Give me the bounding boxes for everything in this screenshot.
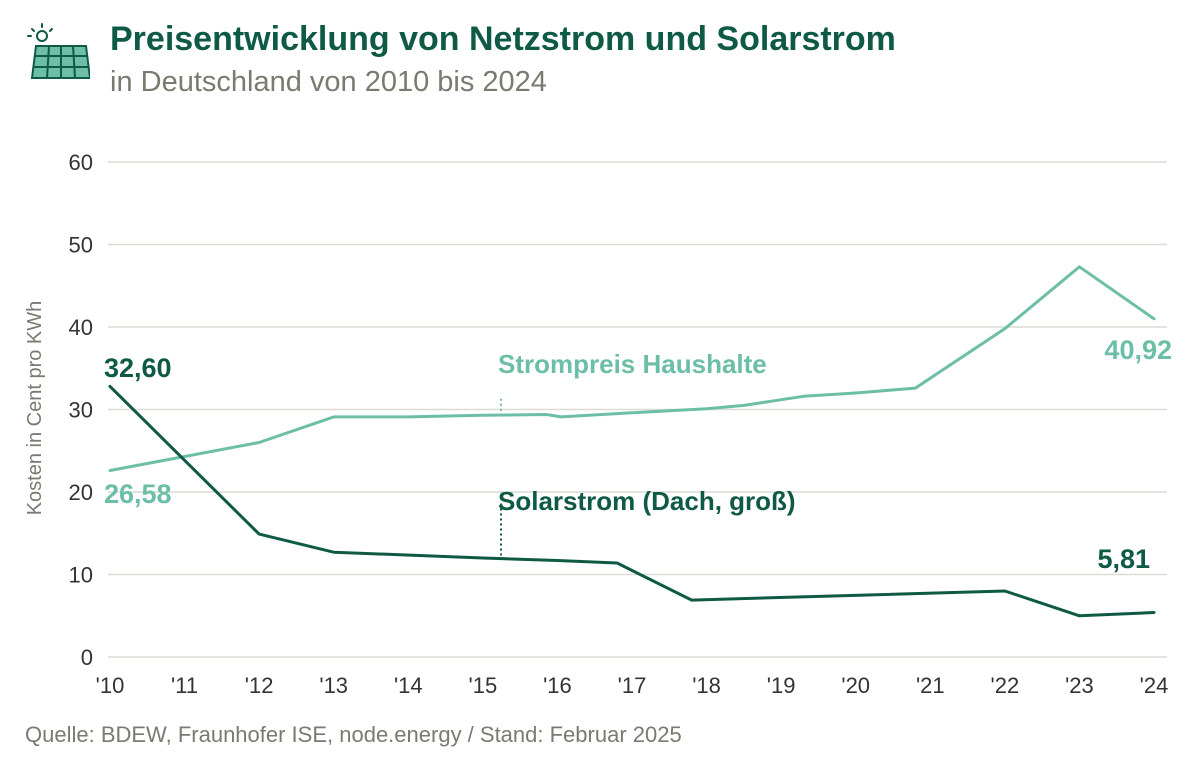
x-tick-label: '11: [171, 673, 198, 698]
x-tick-label: '20: [841, 673, 870, 698]
series-label-solarstrom: Solarstrom (Dach, groß): [498, 486, 796, 516]
x-tick-label: '16: [543, 673, 572, 698]
source-note: Quelle: BDEW, Fraunhofer ISE, node.energ…: [25, 722, 682, 747]
y-tick-label: 10: [69, 563, 93, 588]
x-tick-label: '21: [916, 673, 945, 698]
series-label-strompreis-haushalte: Strompreis Haushalte: [498, 349, 767, 379]
y-axis-label: Kosten in Cent pro KWh: [24, 301, 46, 516]
x-tick-label: '13: [319, 673, 348, 698]
data-label-solarstrom-end: 5,81: [1097, 544, 1150, 574]
x-tick-label: '18: [692, 673, 721, 698]
chart-title: Preisentwicklung von Netzstrom und Solar…: [110, 20, 896, 58]
y-tick-label: 50: [69, 233, 93, 258]
x-tick-label: '22: [991, 673, 1020, 698]
data-label-strompreis-start: 26,58: [104, 479, 172, 509]
y-tick-label: 30: [69, 398, 93, 423]
y-tick-label: 20: [69, 480, 93, 505]
y-tick-label: 0: [81, 645, 93, 670]
series-line-solarstrom: [108, 384, 1156, 618]
x-tick-label: '24: [1140, 673, 1169, 698]
x-tick-label: '15: [469, 673, 498, 698]
x-tick-label: '14: [394, 673, 423, 698]
data-label-solarstrom-start: 32,60: [104, 353, 172, 383]
x-tick-label: '19: [767, 673, 796, 698]
data-label-strompreis-end: 40,92: [1104, 335, 1172, 365]
x-tick-label: '12: [245, 673, 274, 698]
y-tick-label: 60: [69, 150, 93, 175]
x-tick-label: '17: [618, 673, 647, 698]
x-tick-label: '10: [96, 673, 125, 698]
x-tick-label: '23: [1065, 673, 1094, 698]
series-line-strompreis-haushalte: [108, 265, 1156, 472]
y-tick-label: 40: [69, 315, 93, 340]
chart-subtitle: in Deutschland von 2010 bis 2024: [110, 66, 547, 98]
solar-panel-icon: [27, 23, 90, 79]
